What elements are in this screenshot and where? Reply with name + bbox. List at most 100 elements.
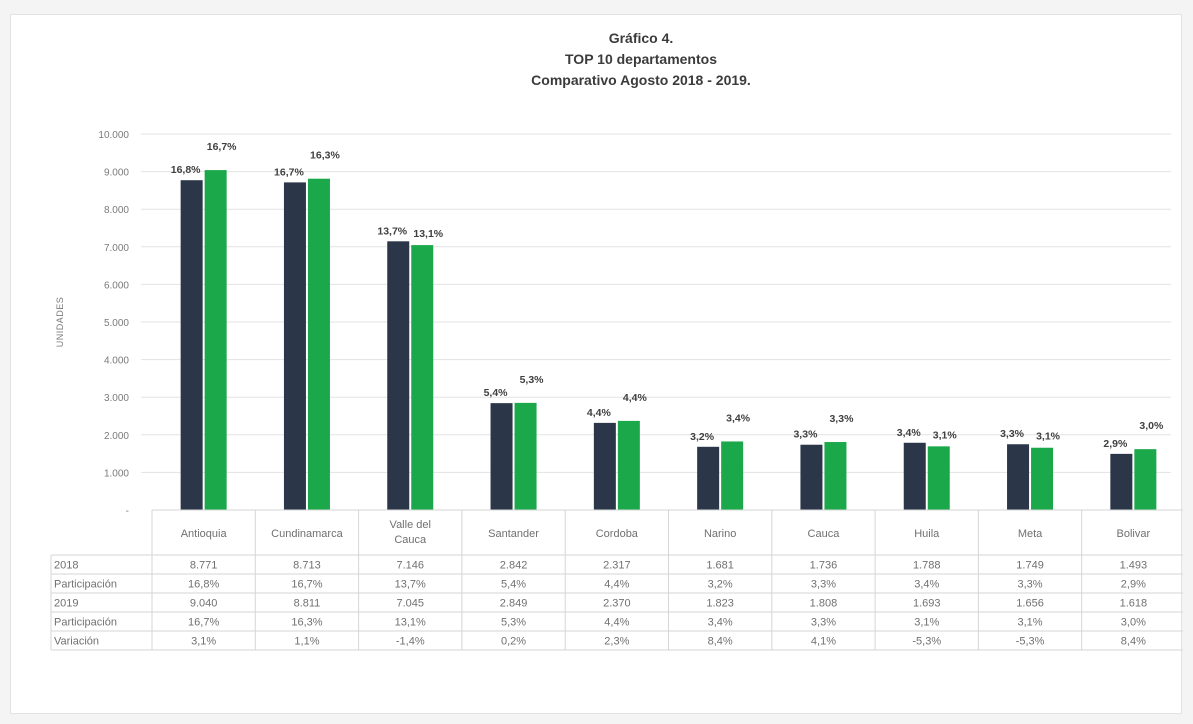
table-cell: 8.771: [190, 560, 218, 572]
data-label-2018-8: 3,3%: [1000, 428, 1025, 440]
table-cell: 1.823: [706, 598, 734, 610]
table-cell: 3,0%: [1121, 617, 1146, 629]
bar-2019-2: [411, 245, 434, 510]
bar-2019-9: [1134, 449, 1157, 510]
table-row-label: 2019: [54, 598, 78, 610]
category-label: Valle del: [390, 519, 431, 531]
table-cell: 1.681: [706, 560, 734, 572]
table-cell: 3,4%: [914, 579, 939, 591]
table-cell: -5,3%: [1016, 636, 1045, 648]
bar-2018-7: [903, 442, 926, 510]
bar-2019-5: [721, 441, 744, 510]
y-tick-label: 7.000: [104, 243, 129, 254]
table-cell: 3,2%: [708, 579, 733, 591]
table-row-label: Participación: [54, 617, 117, 629]
data-label-2018-6: 3,3%: [793, 429, 818, 441]
category-label: Antioquia: [181, 528, 228, 540]
table-cell: 9.040: [190, 598, 218, 610]
data-label-2019-9: 3,0%: [1139, 420, 1164, 432]
bar-2019-1: [307, 178, 330, 510]
table-row-label: 2018: [54, 560, 78, 572]
bar-2019-4: [617, 420, 640, 510]
table-cell: 8.811: [294, 598, 321, 610]
data-label-2019-6: 3,3%: [829, 413, 854, 425]
data-label-2018-5: 3,2%: [690, 431, 715, 443]
y-tick-label: 4.000: [104, 356, 129, 367]
table-cell: 2.849: [500, 598, 528, 610]
y-axis-label: UNIDADES: [55, 297, 65, 348]
table-cell: 5,3%: [501, 617, 526, 629]
chart-frame: Gráfico 4. TOP 10 departamentos Comparativ…: [10, 14, 1183, 714]
y-tick-label: 5.000: [104, 318, 129, 329]
data-label-2018-1: 16,7%: [274, 166, 304, 178]
table-cell: 2.370: [603, 598, 631, 610]
table-cell: 1.693: [913, 598, 941, 610]
table-cell: 16,8%: [188, 579, 219, 591]
table-cell: 7.146: [396, 560, 424, 572]
bar-2018-0: [180, 180, 203, 511]
data-label-2018-0: 16,8%: [171, 164, 201, 176]
category-label: Cauca: [808, 528, 841, 540]
data-label-2019-5: 3,4%: [726, 412, 751, 424]
category-label: Cauca: [394, 534, 427, 546]
data-label-2019-1: 16,3%: [310, 150, 340, 162]
data-label-2019-4: 4,4%: [623, 392, 648, 404]
data-label-2019-0: 16,7%: [207, 141, 237, 153]
table-cell: 4,4%: [604, 617, 629, 629]
data-label-2018-7: 3,4%: [897, 427, 922, 439]
data-label-2019-2: 13,1%: [413, 228, 443, 240]
table-cell: 3,3%: [811, 579, 836, 591]
table-cell: 2,9%: [1121, 579, 1146, 591]
data-label-2019-8: 3,1%: [1036, 431, 1061, 443]
y-tick-label: 2.000: [104, 431, 129, 442]
table-cell: 1.808: [810, 598, 838, 610]
y-tick-label: 9.000: [104, 168, 129, 179]
table-cell: 3,1%: [1018, 617, 1043, 629]
table-cell: 1,1%: [294, 636, 319, 648]
table-cell: 1.493: [1120, 560, 1148, 572]
table-cell: 3,1%: [191, 636, 216, 648]
y-tick-label: 6.000: [104, 280, 129, 291]
table-cell: 2.842: [500, 560, 528, 572]
bar-2019-3: [514, 402, 537, 510]
bar-2019-8: [1031, 447, 1054, 510]
bar-2019-0: [204, 170, 227, 510]
data-label-2018-4: 4,4%: [587, 407, 612, 419]
table-cell: 3,4%: [708, 617, 733, 629]
table-cell: 16,7%: [188, 617, 219, 629]
bar-2018-3: [490, 403, 513, 510]
bar-2018-4: [593, 422, 616, 510]
category-label: Santander: [488, 528, 539, 540]
table-cell: 8,4%: [708, 636, 733, 648]
data-label-2018-2: 13,7%: [377, 225, 407, 237]
category-label: Bolivar: [1117, 528, 1151, 540]
table-cell: 8,4%: [1121, 636, 1146, 648]
table-cell: 3,3%: [1018, 579, 1043, 591]
table-cell: 2,3%: [604, 636, 629, 648]
table-cell: 1.749: [1016, 560, 1044, 572]
chart-title-line-3: Comparativo Agosto 2018 - 2019.: [531, 72, 751, 88]
data-label-2019-3: 5,3%: [520, 374, 545, 386]
bar-2019-7: [927, 446, 950, 510]
chart-title-line-1: Gráfico 4.: [609, 30, 674, 46]
bar-2019-6: [824, 442, 847, 510]
table-cell: 8.713: [293, 560, 321, 572]
data-label-2019-7: 3,1%: [933, 429, 958, 441]
table-row-label: Variación: [54, 636, 99, 648]
data-label-2018-9: 2,9%: [1103, 438, 1128, 450]
bar-2018-6: [800, 444, 823, 510]
table-row-label: Participación: [54, 579, 117, 591]
bar-2018-1: [283, 182, 306, 510]
table-cell: 13,1%: [395, 617, 426, 629]
bar-2018-2: [387, 241, 410, 510]
bar-2018-8: [1007, 444, 1030, 510]
table-cell: 7.045: [396, 598, 424, 610]
y-tick-label: -: [126, 506, 129, 517]
table-cell: 16,3%: [291, 617, 322, 629]
table-cell: 3,3%: [811, 617, 836, 629]
table-cell: -1,4%: [396, 636, 425, 648]
bar-chart: Gráfico 4. TOP 10 departamentos Comparativ…: [50, 30, 1183, 651]
table-cell: -5,3%: [912, 636, 941, 648]
table-cell: 1.788: [913, 560, 941, 572]
y-tick-label: 10.000: [98, 130, 129, 141]
